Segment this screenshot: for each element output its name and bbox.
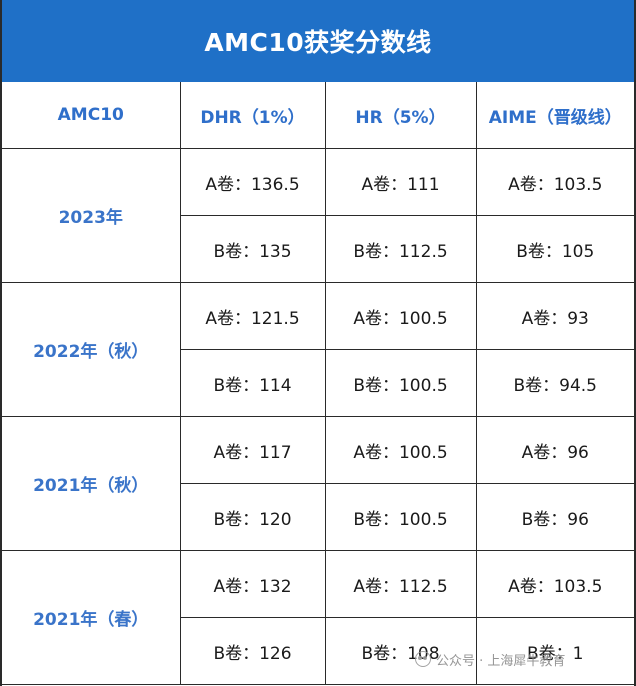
watermark-text: 公众号 · 上海犀牛教育 xyxy=(436,653,566,669)
aime-cell: A卷：103.5 xyxy=(475,550,634,618)
header-hr: HR（5%） xyxy=(324,82,477,149)
dhr-cell: B卷：135 xyxy=(180,215,326,283)
page-title: AMC10获奖分数线 xyxy=(2,0,634,82)
table-row: B卷：126 B卷：108 B卷：1 xyxy=(2,617,634,685)
watermark: 公众号 · 上海犀牛教育 xyxy=(415,646,565,672)
hr-cell: B卷：100.5 xyxy=(324,349,477,417)
dhr-cell: A卷：132 xyxy=(179,550,326,618)
hr-cell: B卷：108 xyxy=(324,617,477,685)
score-table: AMC10 DHR（1%） HR（5%） AIME（晋级线） 2023年 A卷：… xyxy=(2,82,634,685)
aime-cell: B卷：96 xyxy=(475,483,634,551)
aime-cell: A卷：103.5 xyxy=(475,148,634,216)
hr-cell: A卷：100.5 xyxy=(324,416,477,484)
dhr-cell: A卷：136.5 xyxy=(179,148,326,216)
hr-cell: A卷：111 xyxy=(324,148,477,216)
table-row: 2022年（秋） A卷：121.5 A卷：100.5 A卷：93 xyxy=(2,282,634,417)
header-aime: AIME（晋级线） xyxy=(475,82,634,149)
year-cell: 2021年（秋） xyxy=(2,416,181,551)
dhr-cell: B卷：120 xyxy=(180,483,326,551)
year-cell: 2021年（春） xyxy=(2,550,181,685)
hr-cell: A卷：112.5 xyxy=(324,550,477,618)
aime-cell: B卷：105 xyxy=(475,215,634,283)
dhr-cell: A卷：117 xyxy=(179,416,326,484)
aime-cell: A卷：93 xyxy=(475,282,634,350)
dhr-cell: A卷：121.5 xyxy=(179,282,326,350)
year-cell: 2023年 xyxy=(2,148,181,283)
table-row: B卷：114 B卷：100.5 B卷：94.5 xyxy=(2,349,634,417)
hr-cell: A卷：100.5 xyxy=(324,282,477,350)
table-row: 2021年（春） A卷：132 A卷：112.5 A卷：103.5 xyxy=(2,550,634,685)
aime-cell: B卷：1 xyxy=(475,617,634,685)
table-row: B卷：135 B卷：112.5 B卷：105 xyxy=(2,215,634,283)
header-row: AMC10 DHR（1%） HR（5%） AIME（晋级线） xyxy=(2,82,634,149)
wechat-icon xyxy=(415,651,431,667)
aime-cell: A卷：96 xyxy=(475,416,634,484)
header-amc10: AMC10 xyxy=(2,82,181,149)
header-dhr: DHR（1%） xyxy=(179,82,326,149)
aime-cell: B卷：94.5 xyxy=(475,349,634,417)
dhr-cell: B卷：114 xyxy=(180,349,326,417)
table-row: 2021年（秋） A卷：117 A卷：100.5 A卷：96 xyxy=(2,416,634,551)
hr-cell: B卷：100.5 xyxy=(324,483,477,551)
hr-cell: B卷：112.5 xyxy=(324,215,477,283)
table-row: 2023年 A卷：136.5 A卷：111 A卷：103.5 xyxy=(2,148,634,283)
dhr-cell: B卷：126 xyxy=(180,617,326,685)
year-cell: 2022年（秋） xyxy=(2,282,181,417)
